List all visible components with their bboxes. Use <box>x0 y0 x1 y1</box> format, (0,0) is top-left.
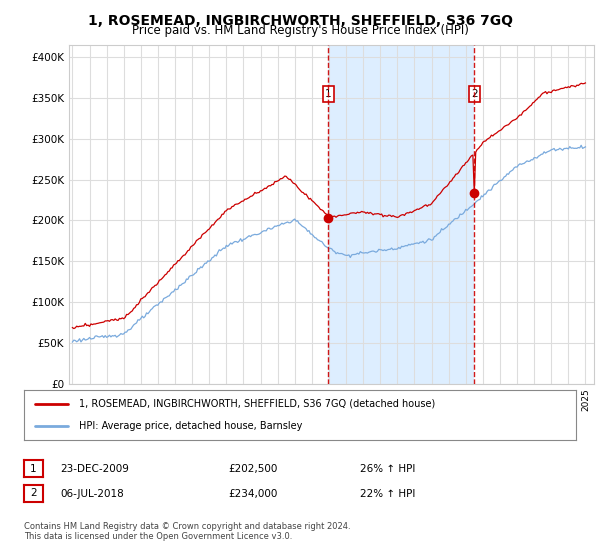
Text: 23-DEC-2009: 23-DEC-2009 <box>60 464 129 474</box>
Text: 2: 2 <box>30 488 37 498</box>
Text: HPI: Average price, detached house, Barnsley: HPI: Average price, detached house, Barn… <box>79 421 302 431</box>
Text: 1, ROSEMEAD, INGBIRCHWORTH, SHEFFIELD, S36 7GQ: 1, ROSEMEAD, INGBIRCHWORTH, SHEFFIELD, S… <box>88 14 512 28</box>
Text: Price paid vs. HM Land Registry's House Price Index (HPI): Price paid vs. HM Land Registry's House … <box>131 24 469 37</box>
Text: 1: 1 <box>30 464 37 474</box>
Text: 2: 2 <box>471 89 478 99</box>
Text: 1, ROSEMEAD, INGBIRCHWORTH, SHEFFIELD, S36 7GQ (detached house): 1, ROSEMEAD, INGBIRCHWORTH, SHEFFIELD, S… <box>79 399 436 409</box>
Text: £234,000: £234,000 <box>228 489 277 499</box>
Text: 1: 1 <box>325 89 332 99</box>
Text: £202,500: £202,500 <box>228 464 277 474</box>
Text: 26% ↑ HPI: 26% ↑ HPI <box>360 464 415 474</box>
Text: 06-JUL-2018: 06-JUL-2018 <box>60 489 124 499</box>
Text: 22% ↑ HPI: 22% ↑ HPI <box>360 489 415 499</box>
Bar <box>328 45 475 384</box>
Text: Contains HM Land Registry data © Crown copyright and database right 2024.
This d: Contains HM Land Registry data © Crown c… <box>24 522 350 542</box>
